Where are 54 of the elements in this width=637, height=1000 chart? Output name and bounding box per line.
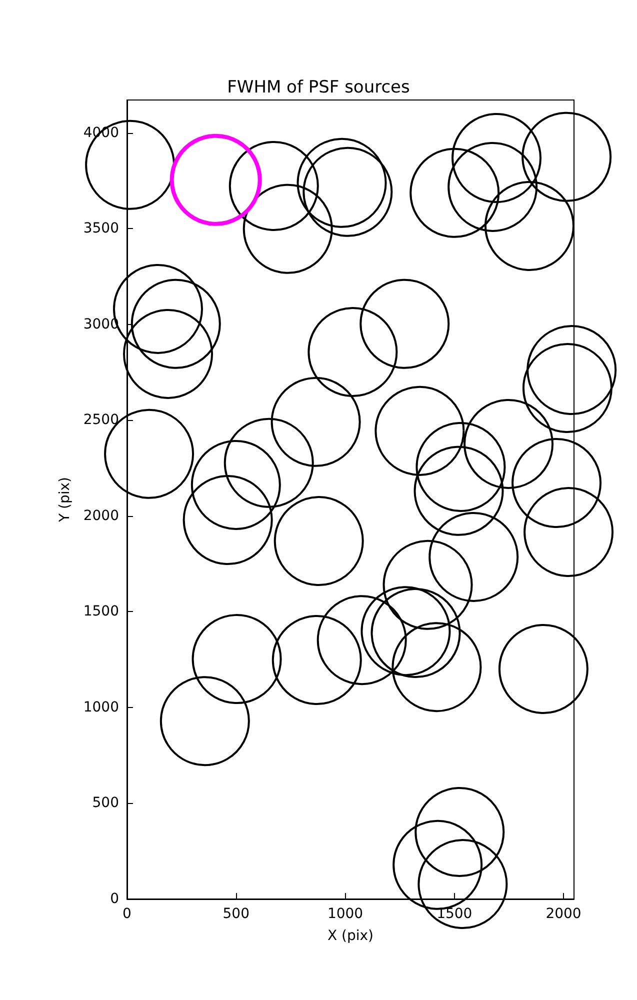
chart-title: FWHM of PSF sources xyxy=(227,78,410,98)
point xyxy=(414,786,505,877)
x-tick-label: 1000 xyxy=(327,906,364,922)
point xyxy=(123,308,214,399)
point xyxy=(484,181,574,271)
point xyxy=(360,586,451,676)
point xyxy=(374,386,465,476)
y-tick-label: 2000 xyxy=(83,508,119,524)
point xyxy=(192,614,282,704)
x-tick-label: 500 xyxy=(222,906,250,922)
point xyxy=(182,475,273,565)
y-tick-label: 0 xyxy=(110,891,119,907)
point xyxy=(272,615,362,705)
y-tick-label: 1500 xyxy=(83,604,119,620)
point xyxy=(242,184,333,274)
x-axis-title: X (pix) xyxy=(327,928,374,944)
point xyxy=(524,487,614,578)
point xyxy=(170,134,262,226)
point xyxy=(370,588,461,678)
y-axis-title: Y (pix) xyxy=(57,477,73,523)
x-tick-label: 2000 xyxy=(546,906,582,922)
point xyxy=(418,839,508,930)
point xyxy=(512,438,602,528)
point xyxy=(522,112,612,202)
point xyxy=(316,595,407,686)
point xyxy=(410,148,500,238)
point xyxy=(228,141,319,231)
y-tick-label: 2500 xyxy=(83,412,119,428)
point xyxy=(308,307,398,398)
point xyxy=(360,278,450,369)
point xyxy=(130,278,221,369)
y-tick-label: 1000 xyxy=(83,699,119,716)
point xyxy=(224,418,314,508)
point xyxy=(464,398,554,489)
point xyxy=(85,120,176,210)
point xyxy=(414,446,504,536)
point xyxy=(270,376,361,467)
point xyxy=(452,113,542,204)
point xyxy=(160,676,250,766)
y-tick-label: 500 xyxy=(92,795,119,812)
point xyxy=(382,540,473,630)
point xyxy=(522,343,612,434)
point xyxy=(302,146,393,237)
point xyxy=(526,325,617,416)
point xyxy=(498,624,588,714)
y-tick-label: 3500 xyxy=(83,220,119,237)
point xyxy=(191,440,281,530)
point xyxy=(274,496,364,586)
x-tick-label: 0 xyxy=(122,906,132,922)
point xyxy=(416,422,506,512)
point xyxy=(296,138,387,228)
point xyxy=(392,622,482,712)
point xyxy=(428,512,519,602)
point xyxy=(448,142,538,232)
